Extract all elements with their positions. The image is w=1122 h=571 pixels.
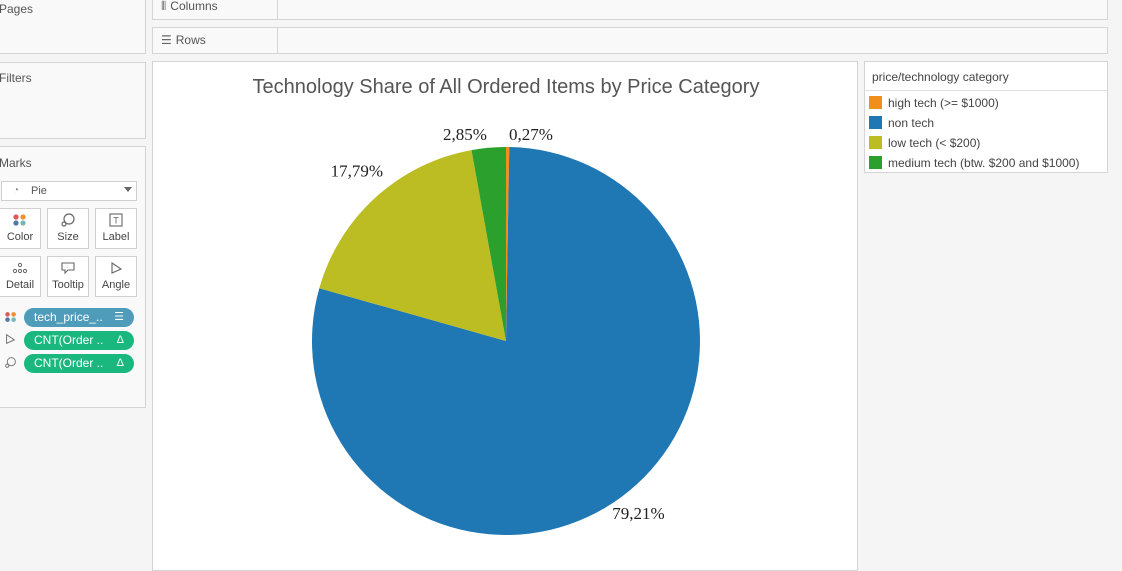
label-label: Label [102, 231, 130, 243]
size-label: Size [57, 231, 79, 243]
label-text-icon: T [96, 209, 136, 231]
marks-card: Marks ◔ Pie Color Size T La [0, 146, 146, 408]
tooltip-icon [48, 257, 88, 279]
angle-icon [4, 333, 16, 348]
legend-label: medium tech (btw. $200 and $1000) [888, 156, 1080, 170]
viz-pane: Technology Share of All Ordered Items by… [152, 61, 858, 571]
delta-icon: Δ [116, 357, 124, 369]
filters-card: Filters [0, 62, 146, 139]
rows-shelf[interactable]: ☰ Rows [152, 27, 1108, 54]
svg-text:T: T [113, 216, 119, 226]
pie-slice-low-tech[interactable] [319, 150, 506, 341]
legend-label: high tech (>= $1000) [888, 96, 999, 110]
rows-shelf-label: ☰ Rows [161, 33, 206, 47]
detail-button[interactable]: Detail [0, 256, 41, 297]
legend-label: low tech (< $200) [888, 136, 981, 150]
legend-swatch [869, 136, 882, 149]
chart-title: Technology Share of All Ordered Items by… [252, 76, 760, 98]
legend-swatch [869, 96, 882, 109]
filters-title: Filters [0, 71, 32, 85]
legend-swatch [869, 116, 882, 129]
pages-card: Pages [0, 0, 146, 54]
columns-shelf-label: ⦀ Columns [161, 0, 218, 14]
color-dots-icon [4, 310, 18, 327]
pie-slice-medium-tech[interactable] [471, 147, 506, 341]
legend-swatch [869, 156, 882, 169]
chevron-down-icon [124, 187, 132, 192]
pages-title: Pages [0, 2, 34, 16]
pie-chart: 0,27% 79,21% 17,79% 2,85% [312, 125, 700, 536]
columns-shelf[interactable]: ⦀ Columns [152, 0, 1108, 20]
pill-text: CNT(Order .. [34, 356, 104, 370]
pie-slice-non-tech[interactable] [312, 147, 700, 536]
color-pill[interactable]: tech_price_.. ☰ [24, 308, 134, 327]
color-button[interactable]: Color [0, 208, 41, 249]
angle-icon [96, 257, 136, 279]
pill-text: CNT(Order .. [34, 333, 104, 347]
delta-icon: Δ [116, 334, 124, 346]
color-label: Color [6, 231, 34, 243]
mark-type-value: Pie [31, 185, 47, 197]
size-button[interactable]: Size [47, 208, 89, 249]
size-pill[interactable]: CNT(Order .. Δ [24, 354, 134, 373]
color-legend: price/technology category high tech (>= … [864, 61, 1108, 173]
rows-icon: ☰ [161, 33, 172, 47]
shelf-divider [277, 28, 278, 53]
size-icon [4, 356, 17, 372]
legend-title: price/technology category [872, 70, 1009, 84]
legend-label: non tech [888, 116, 935, 130]
pie-data-label: 0,27% [509, 125, 553, 144]
pill-text: tech_price_.. [34, 310, 103, 324]
angle-button[interactable]: Angle [95, 256, 137, 297]
tooltip-label: Tooltip [52, 279, 84, 291]
sort-bars-icon: ☰ [114, 311, 124, 323]
pie-data-label: 79,21% [612, 504, 664, 523]
pie-slice-high-tech[interactable] [506, 147, 510, 341]
mark-type-select[interactable]: ◔ Pie [1, 181, 137, 201]
detail-label: Detail [5, 279, 35, 291]
shelf-divider [277, 0, 278, 19]
angle-pill[interactable]: CNT(Order .. Δ [24, 331, 134, 350]
pie-data-label: 17,79% [331, 162, 383, 181]
marks-title: Marks [0, 156, 32, 170]
legend-divider [865, 90, 1107, 91]
color-dots-icon [0, 209, 40, 231]
tooltip-button[interactable]: Tooltip [47, 256, 89, 297]
pie-mark-icon: ◔ [13, 185, 20, 196]
angle-label: Angle [101, 279, 131, 291]
columns-text: Columns [170, 0, 218, 13]
rows-text: Rows [175, 33, 206, 47]
detail-dots-icon [0, 257, 40, 279]
label-button[interactable]: T Label [95, 208, 137, 249]
pie-data-label: 2,85% [443, 125, 487, 144]
columns-icon: ⦀ [161, 0, 167, 13]
size-icon [48, 209, 88, 231]
